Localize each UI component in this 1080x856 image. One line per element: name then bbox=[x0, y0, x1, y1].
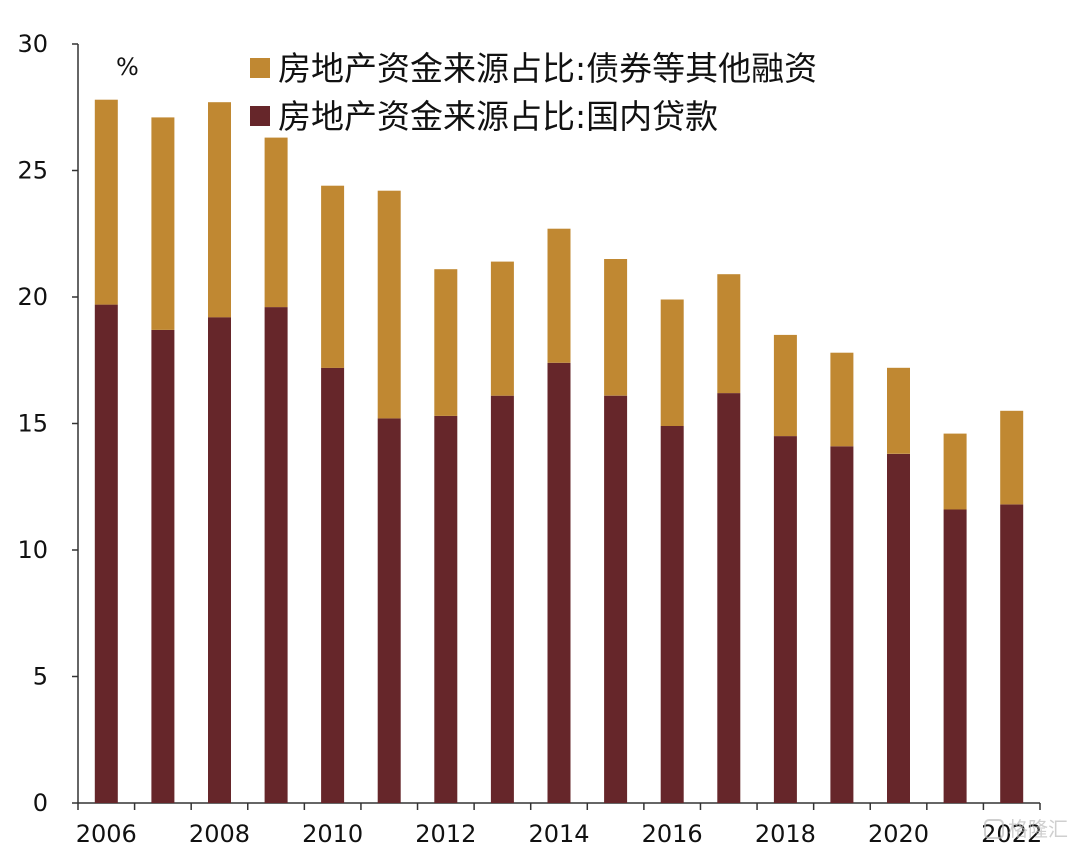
bar-domestic-loans bbox=[264, 307, 288, 803]
bar-bonds-other-financing bbox=[660, 299, 684, 426]
bar-domestic-loans bbox=[321, 367, 345, 803]
x-tick-label: 2008 bbox=[189, 820, 250, 848]
bar-domestic-loans bbox=[660, 426, 684, 803]
bar-bonds-other-financing bbox=[773, 334, 797, 437]
bar-bonds-other-financing bbox=[717, 274, 741, 394]
x-tick-label: 2016 bbox=[642, 820, 703, 848]
x-tick-label: 2022 bbox=[981, 820, 1042, 848]
legend-swatch bbox=[250, 106, 270, 126]
bar-bonds-other-financing bbox=[94, 99, 118, 305]
bar-domestic-loans bbox=[490, 395, 514, 803]
bar-bonds-other-financing bbox=[377, 190, 401, 419]
bar-domestic-loans bbox=[830, 446, 854, 803]
y-tick-label: 20 bbox=[17, 283, 48, 311]
bar-bonds-other-financing bbox=[604, 259, 628, 396]
legend-label: 房地产资金来源占比:债券等其他融资 bbox=[278, 49, 817, 88]
bar-domestic-loans bbox=[94, 304, 118, 803]
bar-domestic-loans bbox=[717, 393, 741, 803]
watermark-logo-icon bbox=[984, 819, 1004, 839]
bar-domestic-loans bbox=[943, 509, 967, 803]
bar-bonds-other-financing bbox=[943, 433, 967, 510]
bar-bonds-other-financing bbox=[830, 352, 854, 447]
bar-domestic-loans bbox=[151, 329, 175, 803]
bars bbox=[94, 99, 1024, 803]
bar-bonds-other-financing bbox=[151, 117, 175, 330]
x-tick-label: 2012 bbox=[415, 820, 476, 848]
bar-bonds-other-financing bbox=[1000, 410, 1024, 505]
bar-domestic-loans bbox=[887, 453, 910, 803]
bar-domestic-loans bbox=[434, 415, 458, 803]
x-tick-label: 2020 bbox=[868, 820, 929, 848]
y-unit-label: % bbox=[116, 53, 139, 81]
y-tick-label: 25 bbox=[17, 157, 48, 185]
axes: 0 5 10 15 20 25 30 2006 2008 2010 2012 2014 2016 2018… bbox=[17, 30, 1042, 848]
bar-domestic-loans bbox=[604, 395, 628, 803]
y-tick-label: 10 bbox=[17, 536, 48, 564]
y-tick-label: 5 bbox=[33, 663, 48, 691]
x-tick-label: 2010 bbox=[302, 820, 363, 848]
bar-bonds-other-financing bbox=[887, 367, 910, 454]
watermark: 格隆汇 bbox=[984, 817, 1068, 841]
x-tick-label: 2018 bbox=[755, 820, 816, 848]
watermark-text: 格隆汇 bbox=[1008, 817, 1068, 841]
y-tick-label: 30 bbox=[17, 30, 48, 58]
bar-bonds-other-financing bbox=[490, 261, 514, 396]
bar-bonds-other-financing bbox=[264, 137, 288, 308]
x-tick-label: 2014 bbox=[528, 820, 589, 848]
y-tick-label: 15 bbox=[17, 410, 48, 438]
bar-bonds-other-financing bbox=[547, 228, 571, 363]
bar-bonds-other-financing bbox=[434, 269, 458, 416]
bar-bonds-other-financing bbox=[321, 185, 345, 368]
bar-bonds-other-financing bbox=[208, 102, 231, 318]
bar-domestic-loans bbox=[208, 317, 231, 803]
bar-domestic-loans bbox=[547, 362, 571, 803]
bar-domestic-loans bbox=[773, 436, 797, 803]
bar-domestic-loans bbox=[1000, 504, 1024, 803]
bar-domestic-loans bbox=[377, 418, 401, 803]
y-tick-label: 0 bbox=[33, 789, 48, 817]
legend-swatch bbox=[250, 58, 270, 78]
legend-label: 房地产资金来源占比:国内贷款 bbox=[278, 97, 718, 136]
x-tick-label: 2006 bbox=[76, 820, 137, 848]
